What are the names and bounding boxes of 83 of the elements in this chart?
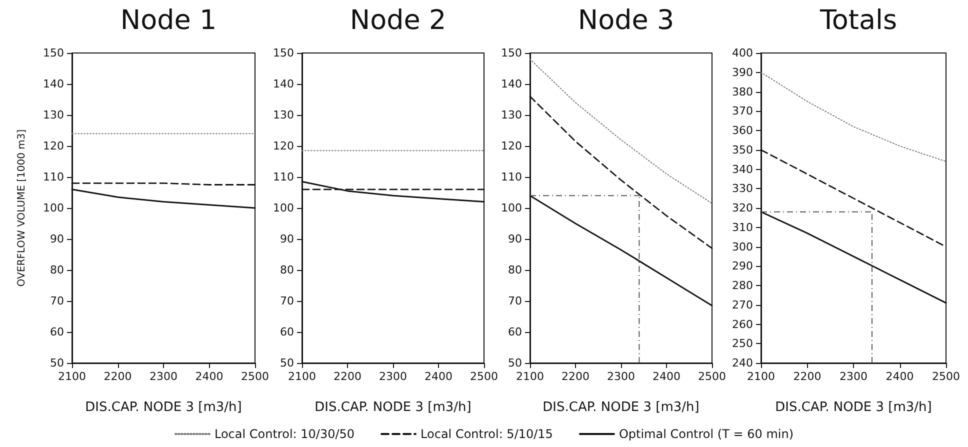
y-tick-label: 290	[732, 260, 753, 273]
y-tick-label: 120	[43, 140, 64, 152]
chart-title: Node 1	[120, 5, 217, 36]
y-tick-label: 50	[50, 356, 64, 370]
y-tick-label: 340	[732, 162, 753, 176]
y-tick-label: 60	[508, 326, 522, 338]
y-tick-label: 300	[732, 240, 753, 254]
y-tick-label: 100	[273, 202, 294, 214]
x-tick-label: 2300	[607, 370, 635, 383]
y-tick-label: 130	[273, 108, 294, 122]
y-tick-label: 70	[50, 294, 64, 308]
y-tick-label: 60	[280, 326, 294, 338]
x-tick-label: 2500	[932, 370, 960, 383]
legend-label: Local Control: 5/10/15	[420, 427, 553, 441]
y-tick-label: 150	[273, 46, 294, 60]
y-axis-title: OVERFLOW VOLUME [1000 m3]	[16, 129, 28, 287]
x-tick-label: 2200	[562, 370, 590, 383]
y-tick-label: 110	[501, 170, 522, 184]
x-tick-label: 2400	[886, 370, 914, 383]
x-tick-label: 2300	[150, 370, 178, 383]
y-tick-label: 370	[732, 104, 753, 118]
y-tick-label: 70	[280, 294, 294, 308]
x-tick-label: 2100	[747, 370, 775, 383]
y-tick-label: 80	[50, 264, 64, 276]
chart-title: Node 2	[350, 5, 446, 36]
x-tick-label: 2100	[288, 370, 316, 383]
chart-title: Totals	[818, 5, 898, 36]
y-tick-label: 100	[501, 202, 522, 214]
x-tick-label: 2100	[516, 370, 544, 383]
y-tick-label: 130	[43, 108, 64, 122]
y-tick-label: 140	[273, 78, 294, 90]
y-tick-label: 380	[732, 85, 753, 98]
x-axis-title: DIS.CAP. NODE 3 [m3/h]	[542, 400, 700, 415]
x-tick-label: 2400	[424, 370, 452, 383]
x-axis-title: DIS.CAP. NODE 3 [m3/h]	[314, 400, 472, 415]
y-tick-label: 270	[732, 298, 753, 312]
y-tick-label: 130	[501, 108, 522, 122]
y-tick-label: 150	[43, 46, 64, 60]
y-tick-label: 320	[732, 202, 753, 214]
y-tick-label: 120	[501, 140, 522, 152]
y-tick-label: 120	[273, 140, 294, 152]
x-tick-label: 2500	[698, 370, 726, 383]
x-axis-title: DIS.CAP. NODE 3 [m3/h]	[85, 400, 242, 415]
x-tick-label: 2200	[793, 370, 822, 383]
x-tick-label: 2400	[195, 370, 224, 383]
y-tick-label: 260	[732, 318, 753, 331]
x-tick-label: 2500	[241, 370, 269, 383]
y-tick-label: 140	[501, 78, 522, 90]
y-tick-label: 80	[508, 264, 522, 276]
y-tick-label: 400	[732, 46, 753, 60]
chart-title: Node 3	[578, 5, 674, 36]
y-tick-label: 390	[732, 66, 753, 79]
y-tick-label: 60	[50, 326, 64, 338]
x-tick-label: 2300	[379, 370, 407, 383]
y-tick-label: 240	[732, 356, 753, 370]
y-tick-label: 110	[43, 170, 64, 184]
x-tick-label: 2200	[104, 370, 132, 383]
x-tick-label: 2200	[334, 370, 362, 383]
x-tick-label: 2300	[840, 370, 868, 383]
y-tick-label: 110	[273, 170, 294, 184]
y-tick-label: 330	[732, 182, 753, 196]
y-tick-label: 360	[732, 124, 753, 137]
y-tick-label: 90	[50, 232, 64, 246]
x-tick-label: 2500	[470, 370, 498, 383]
y-tick-label: 100	[43, 202, 64, 214]
y-tick-label: 140	[43, 78, 64, 90]
legend-label: Local Control: 10/30/50	[214, 427, 355, 441]
y-tick-label: 150	[501, 46, 522, 60]
x-tick-label: 2400	[652, 370, 680, 383]
y-tick-label: 310	[732, 220, 753, 234]
line-series	[760, 72, 946, 162]
y-tick-label: 280	[732, 279, 753, 292]
y-tick-label: 70	[508, 294, 522, 308]
y-tick-label: 50	[508, 356, 522, 370]
legend-label: Optimal Control (T = 60 min)	[618, 427, 794, 441]
y-tick-label: 90	[508, 232, 522, 246]
y-tick-label: 80	[280, 264, 294, 276]
x-axis-title: DIS.CAP. NODE 3 [m3/h]	[775, 400, 932, 415]
y-tick-label: 50	[280, 356, 294, 370]
y-tick-label: 250	[732, 337, 753, 350]
y-tick-label: 350	[732, 143, 753, 156]
y-tick-label: 90	[280, 232, 294, 246]
x-tick-label: 2100	[58, 370, 86, 383]
